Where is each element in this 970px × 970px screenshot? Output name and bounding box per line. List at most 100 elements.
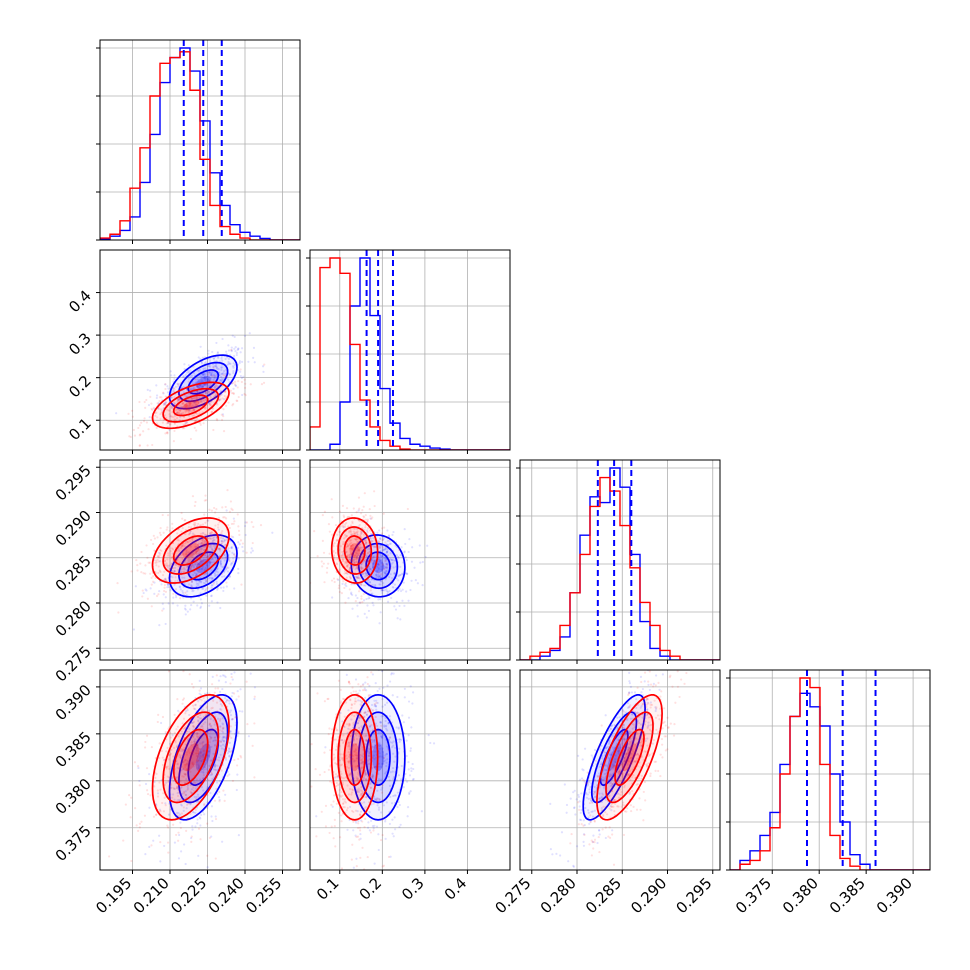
sample-point <box>179 405 182 408</box>
sample-point <box>406 815 409 818</box>
sample-point <box>177 798 181 802</box>
sample-point <box>408 538 411 541</box>
sample-point <box>199 357 202 361</box>
sample-point <box>204 367 207 370</box>
sample-point <box>195 396 198 399</box>
sample-point <box>582 769 585 772</box>
sample-point <box>215 727 218 731</box>
sample-point <box>155 384 158 387</box>
sample-point <box>377 563 380 566</box>
sample-point <box>377 808 381 811</box>
sample-point <box>138 434 141 437</box>
sample-point <box>355 557 358 560</box>
sample-point <box>323 751 326 754</box>
sample-point <box>394 746 397 750</box>
sample-point <box>365 778 368 781</box>
sample-point <box>203 543 206 546</box>
sample-point <box>392 752 395 755</box>
sample-point <box>399 554 402 557</box>
sample-point <box>186 408 189 411</box>
sample-point <box>184 421 187 425</box>
sample-point <box>375 798 378 801</box>
sample-point <box>376 701 379 705</box>
sample-point <box>196 397 199 400</box>
sample-point <box>377 778 381 781</box>
sample-point <box>205 564 209 567</box>
sample-point <box>184 710 188 713</box>
sample-point <box>356 835 360 838</box>
sample-point <box>186 709 189 712</box>
sample-point <box>362 757 365 760</box>
sample-point <box>195 778 198 781</box>
sample-point <box>342 560 345 563</box>
sample-point <box>398 747 401 750</box>
sample-point <box>350 791 354 794</box>
sample-point <box>185 767 188 771</box>
sample-point <box>190 587 193 591</box>
sample-point <box>361 846 364 849</box>
sample-point <box>380 573 383 576</box>
sample-point <box>140 550 143 554</box>
sample-point <box>176 416 179 420</box>
sample-point <box>184 862 187 866</box>
sample-point <box>190 580 194 583</box>
sample-point <box>410 726 413 729</box>
sample-point <box>368 508 371 511</box>
sample-point <box>367 609 371 613</box>
sample-point <box>310 785 313 788</box>
sample-point <box>196 562 199 565</box>
sample-point <box>211 584 214 587</box>
sample-point <box>389 573 392 576</box>
sample-point <box>355 734 358 737</box>
sample-point <box>186 590 189 593</box>
sample-point <box>215 781 219 784</box>
scatter-series-0 <box>115 332 265 431</box>
sample-point <box>157 560 160 563</box>
sample-point <box>223 390 227 393</box>
sample-point <box>195 412 198 415</box>
sample-point <box>210 600 213 603</box>
sample-point <box>165 766 168 769</box>
sample-point <box>167 851 170 854</box>
sample-point <box>367 793 370 796</box>
sample-point <box>222 372 225 375</box>
sample-point <box>210 531 213 534</box>
sample-point <box>395 600 398 603</box>
sample-point <box>177 382 180 385</box>
contour-line <box>343 728 366 786</box>
sample-point <box>220 531 223 535</box>
sample-point <box>357 496 361 499</box>
sample-point <box>392 776 395 779</box>
sample-point <box>202 544 206 547</box>
sample-point <box>366 682 369 686</box>
sample-point <box>178 549 181 552</box>
sample-point <box>145 767 149 770</box>
sample-point <box>181 576 184 579</box>
sample-point <box>643 680 646 683</box>
sample-point <box>179 779 182 783</box>
sample-point <box>224 793 227 796</box>
sample-point <box>339 688 342 691</box>
sample-point <box>569 797 572 800</box>
sample-point <box>244 393 247 397</box>
sample-point <box>239 539 243 542</box>
sample-point <box>363 516 366 519</box>
sample-point <box>176 766 179 769</box>
sample-point <box>160 396 163 399</box>
sample-point <box>202 771 205 774</box>
sample-point <box>230 546 233 549</box>
sample-point <box>194 540 198 543</box>
sample-point <box>159 527 162 530</box>
sample-point <box>191 750 195 754</box>
sample-point <box>389 741 392 744</box>
sample-point <box>216 419 219 422</box>
sample-point <box>383 662 385 664</box>
sample-point <box>159 417 162 420</box>
sample-point <box>342 777 345 780</box>
sample-point <box>335 775 338 778</box>
sample-point <box>350 545 353 548</box>
sample-point <box>366 604 369 607</box>
sample-point <box>212 545 215 548</box>
sample-point <box>261 365 265 368</box>
sample-point <box>189 558 192 561</box>
